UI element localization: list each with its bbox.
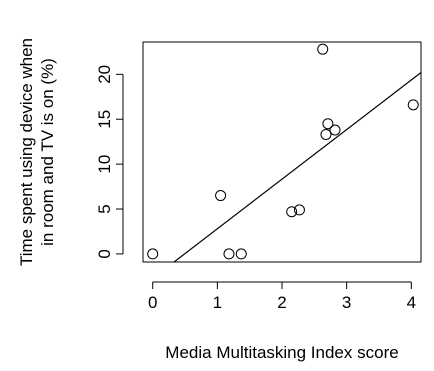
data-point bbox=[235, 248, 247, 260]
y-tick-label: 0 bbox=[95, 249, 114, 258]
y-tick-label: 15 bbox=[95, 110, 114, 129]
plot-frame bbox=[142, 41, 422, 263]
data-point bbox=[407, 99, 419, 111]
x-tick-label: 4 bbox=[407, 293, 416, 312]
y-axis: 0 5 10 15 20 bbox=[95, 65, 124, 259]
y-tick-label: 20 bbox=[95, 65, 114, 84]
x-tick-label: 2 bbox=[277, 293, 286, 312]
fit-line-layer bbox=[173, 72, 422, 263]
data-point bbox=[329, 124, 341, 136]
data-point bbox=[317, 43, 329, 55]
y-axis-title-line-1: Time spent using device when bbox=[17, 38, 36, 266]
x-tick-label: 0 bbox=[148, 293, 157, 312]
x-axis-title: Media Multitasking Index score bbox=[165, 343, 398, 362]
y-tick-label: 10 bbox=[95, 155, 114, 174]
data-point bbox=[322, 118, 334, 130]
y-tick-label: 5 bbox=[95, 204, 114, 213]
data-point bbox=[286, 206, 298, 218]
data-point bbox=[223, 248, 235, 260]
x-tick-label: 3 bbox=[342, 293, 351, 312]
x-tick-label: 1 bbox=[213, 293, 222, 312]
data-point bbox=[215, 190, 227, 202]
data-point bbox=[320, 128, 332, 140]
y-axis-title-line-2: in room and TV is on (%) bbox=[38, 58, 57, 246]
data-point bbox=[293, 204, 305, 216]
regression-line bbox=[173, 72, 422, 263]
points-layer bbox=[147, 43, 419, 260]
data-point bbox=[147, 248, 159, 260]
x-axis: 0 1 2 3 4 bbox=[148, 281, 416, 312]
